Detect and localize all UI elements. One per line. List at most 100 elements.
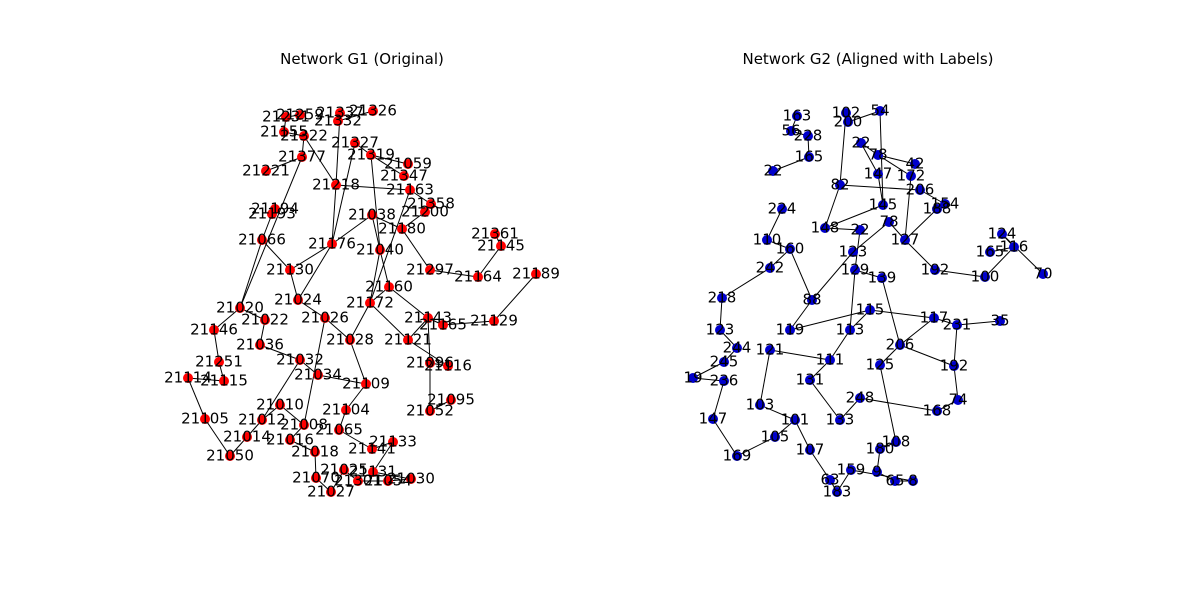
network-node <box>326 487 336 497</box>
network-edge <box>265 156 303 172</box>
network-edge <box>953 365 959 401</box>
network-node <box>489 316 499 326</box>
node-label: 21016 <box>266 431 314 449</box>
network-edge <box>692 361 725 379</box>
node-label: 21194 <box>251 200 299 218</box>
network-node <box>255 340 265 350</box>
node-label: 108 <box>882 433 911 451</box>
network-node <box>334 425 344 435</box>
node-label: 42 <box>905 155 924 173</box>
network-node <box>835 180 845 190</box>
network-node <box>320 313 330 323</box>
network-edge <box>372 471 412 480</box>
network-node <box>850 265 860 275</box>
node-label: 21129 <box>470 312 518 330</box>
node-label: 192 <box>921 261 950 279</box>
network-node <box>267 209 277 219</box>
network-node <box>820 223 830 233</box>
node-label: 21052 <box>406 402 454 420</box>
node-label: 21034 <box>294 366 342 384</box>
network-edge <box>712 380 725 420</box>
node-label: 56 <box>781 122 800 140</box>
network-edge <box>371 214 381 251</box>
network-node <box>257 235 267 245</box>
network-node <box>873 150 883 160</box>
network-node <box>790 415 800 425</box>
node-label: 78 <box>868 146 887 164</box>
network-edge <box>809 449 831 481</box>
network-node <box>877 273 887 283</box>
network-edge <box>317 374 367 385</box>
network-node <box>930 265 940 275</box>
node-label: 113 <box>836 321 865 339</box>
node-label: 245 <box>710 353 739 371</box>
network-node <box>350 138 360 148</box>
node-label: 21025 <box>320 461 368 479</box>
node-label: 21165 <box>419 316 467 334</box>
network-edge <box>407 339 449 367</box>
node-label: 131 <box>796 371 825 389</box>
network-edge <box>852 221 890 253</box>
node-label: 9 <box>872 463 882 481</box>
network-edge <box>289 269 299 301</box>
network-edge <box>769 349 831 361</box>
node-label: 116 <box>1000 238 1029 256</box>
network-node <box>785 325 795 335</box>
node-label: 21095 <box>427 391 475 409</box>
network-node <box>717 293 727 303</box>
node-label: 21259 <box>276 106 324 124</box>
node-label: 21115 <box>200 372 248 390</box>
network-node <box>910 159 920 169</box>
node-label: 21172 <box>346 294 394 312</box>
node-label: 21109 <box>342 375 390 393</box>
node-label: 21130 <box>266 261 314 279</box>
network-node <box>878 200 888 210</box>
node-label: 103 <box>746 396 775 414</box>
network-edge <box>736 436 776 457</box>
node-label: 224 <box>768 200 797 218</box>
network-node <box>368 106 378 116</box>
node-label: 21319 <box>347 146 395 164</box>
node-label: 21008 <box>280 416 328 434</box>
node-label: 21036 <box>236 336 284 354</box>
network-node <box>299 420 309 430</box>
node-label: 21116 <box>424 357 472 375</box>
node-label: 117 <box>920 309 949 327</box>
node-label: 21027 <box>307 483 355 501</box>
node-label: 172 <box>897 167 926 185</box>
network-edge <box>345 383 367 411</box>
node-label: 154 <box>931 195 960 213</box>
node-label: 147 <box>699 410 728 428</box>
network-edge <box>331 214 373 245</box>
node-label: 21059 <box>384 155 432 173</box>
node-label: 21163 <box>386 181 434 199</box>
network-node <box>331 180 341 190</box>
node-label: 22 <box>763 162 782 180</box>
panel-title-g2: Network G2 (Aligned with Labels) <box>742 50 993 68</box>
node-label: 21160 <box>365 278 413 296</box>
node-label: 21322 <box>280 127 328 145</box>
network-node <box>339 465 349 475</box>
network-node <box>285 265 295 275</box>
network-edge <box>370 154 409 165</box>
network-edge <box>388 286 429 319</box>
node-label: 21014 <box>223 428 271 446</box>
node-label: 228 <box>794 127 823 145</box>
network-edge <box>401 228 431 271</box>
network-edge <box>934 269 986 278</box>
network-edge <box>692 377 725 382</box>
node-label: 148 <box>811 219 840 237</box>
network-node <box>770 432 780 442</box>
edge-layer-g2 <box>692 110 1044 493</box>
node-label: 115 <box>856 301 885 319</box>
node-label: 21065 <box>315 421 363 439</box>
network-node <box>875 360 885 370</box>
network-edge <box>372 441 394 473</box>
node-label: 200 <box>834 113 863 131</box>
node-label: 21193 <box>248 205 296 223</box>
node-label: 21133 <box>369 433 417 451</box>
node-label: 21105 <box>181 410 229 428</box>
network-edge <box>877 173 884 206</box>
network-edge <box>239 156 303 309</box>
